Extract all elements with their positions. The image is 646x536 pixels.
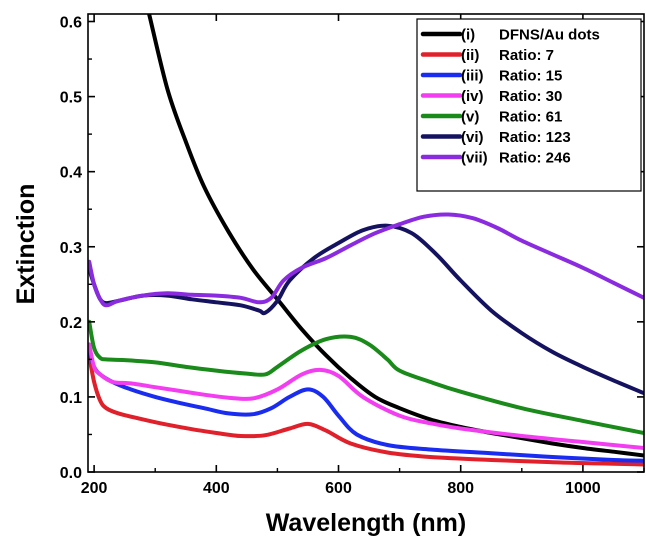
legend-index: (iii) [461,68,484,85]
legend-index: (iv) [461,88,484,105]
legend-label: Ratio: 246 [499,150,571,167]
series-line-3 [88,349,644,463]
y-tick-label: 0.3 [60,240,82,257]
x-tick-label: 1000 [565,480,601,497]
y-axis-title: Extinction [12,184,40,305]
legend-label: DFNS/Au dots [499,27,600,44]
y-tick-label: 0.2 [60,315,82,332]
x-axis-title: Wavelength (nm) [266,509,466,536]
x-axis: 200 400 600 800 1000 [81,14,645,497]
x-tick-label: 400 [203,480,230,497]
y-tick-label: 0.0 [60,465,82,482]
legend-box [416,18,642,192]
legend: (i) DFNS/Au dots (ii) Ratio: 7 (iii) Ratio: 1… [416,18,642,192]
series-line-4 [88,342,644,450]
legend-index: (i) [461,27,475,44]
y-tick-label: 0.6 [60,15,82,32]
legend-index: (vi) [461,129,484,146]
y-tick-label: 0.1 [60,390,82,407]
x-tick-label: 200 [81,480,108,497]
series-layer [88,14,644,467]
y-tick-label: 0.5 [60,90,82,107]
legend-index: (vii) [461,150,488,167]
y-tick-label: 0.4 [60,165,82,182]
legend-index: (ii) [461,47,479,64]
y-axis: 0.0 0.1 0.2 0.3 0.4 0.5 0.6 [60,15,644,482]
x-tick-label: 800 [447,480,474,497]
legend-label: Ratio: 123 [499,129,571,146]
legend-index: (v) [461,109,479,126]
x-tick-label: 600 [325,480,352,497]
legend-label: Ratio: 7 [499,47,554,64]
legend-label: Ratio: 15 [499,68,562,85]
series-line-6 [88,223,644,396]
series-line-5 [88,319,644,435]
legend-label: Ratio: 30 [499,88,562,105]
plot-frame [87,13,645,473]
legend-label: Ratio: 61 [499,109,562,126]
series-line-1 [147,14,644,458]
series-line-2 [88,353,644,467]
series-line-7 [88,212,644,308]
